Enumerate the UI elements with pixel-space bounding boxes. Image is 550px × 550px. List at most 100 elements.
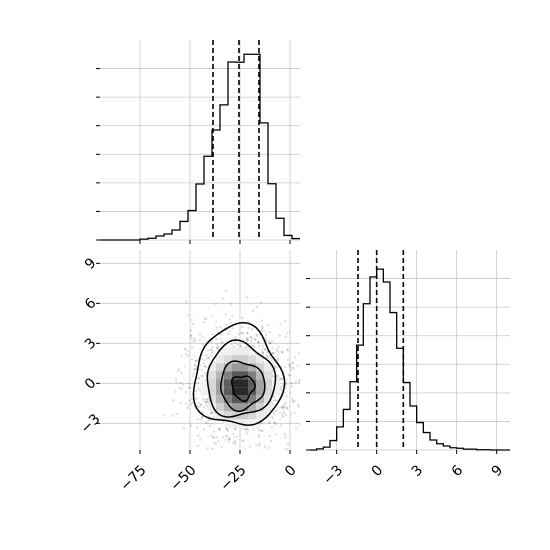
scatter-point [250, 328, 253, 331]
scatter-point [278, 377, 281, 380]
density-cell [248, 395, 256, 404]
scatter-point [187, 354, 190, 357]
scatter-point [209, 456, 211, 458]
scatter-point [207, 356, 210, 359]
scatter-point [195, 359, 198, 362]
density-cell [216, 371, 224, 380]
quantile-lines [212, 40, 260, 240]
scatter-point [256, 449, 259, 450]
scatter-point [211, 350, 214, 354]
y-tick-label: 0 [82, 375, 100, 393]
density-cell [224, 419, 232, 428]
scatter-point [290, 412, 293, 415]
scatter-point [233, 427, 236, 430]
scatter-point [291, 397, 294, 400]
scatter-point [209, 411, 213, 414]
density-cell [224, 347, 232, 356]
scatter-point [258, 345, 261, 348]
scatter-point [268, 341, 271, 345]
scatter-point [308, 379, 310, 381]
scatter-point [212, 411, 215, 414]
scatter-point [204, 400, 207, 403]
density-cell [216, 363, 224, 372]
scatter-point [200, 416, 204, 419]
scatter-point [210, 346, 214, 349]
scatter-point [215, 347, 219, 350]
scatter-point [275, 433, 278, 436]
scatter-point [233, 435, 236, 439]
scatter-point [205, 456, 207, 458]
scatter-point [281, 351, 284, 354]
scatter-point [270, 425, 273, 429]
scatter-point [249, 335, 252, 339]
scatter-point [286, 406, 289, 409]
scatter-point [271, 417, 274, 420]
scatter-point [257, 436, 261, 439]
scatter-point [257, 340, 260, 343]
scatter-point [268, 434, 271, 438]
scatter-point [174, 378, 178, 381]
density-cell [256, 355, 264, 364]
scatter-point [259, 429, 263, 433]
density-cell [224, 411, 232, 420]
scatter-point [240, 427, 243, 430]
scatter-point [289, 330, 292, 333]
scatter-point [203, 358, 206, 362]
density-cell [248, 363, 256, 372]
scatter-point [255, 333, 258, 336]
scatter-point [225, 427, 228, 430]
density-cell [248, 411, 256, 420]
scatter-point [236, 435, 239, 438]
contour-lines [192, 321, 286, 426]
scatter-point [178, 368, 181, 371]
scatter-point [279, 386, 283, 389]
scatter-point [244, 428, 247, 431]
scatter-point [256, 340, 260, 344]
scatter-point [256, 426, 259, 429]
scatter-point [299, 424, 300, 427]
scatter-point [205, 357, 209, 360]
scatter-point [211, 436, 214, 439]
scatter-point [229, 330, 232, 333]
scatter-point [187, 405, 190, 408]
scatter-point [210, 348, 213, 352]
scatter-point [216, 346, 219, 349]
scatter-point [246, 339, 249, 342]
scatter-point [257, 434, 260, 437]
scatter-point [210, 422, 213, 425]
scatter-point [248, 445, 251, 448]
scatter-point [224, 434, 227, 438]
scatter-point [290, 361, 293, 365]
scatter-point [250, 340, 253, 343]
scatter-point [211, 315, 214, 318]
scatter-point [208, 419, 212, 422]
scatter-point [274, 399, 277, 402]
scatter-point [268, 341, 271, 345]
scatter-point [198, 405, 201, 408]
scatter-point [281, 384, 284, 387]
scatter-point [281, 415, 284, 418]
scatter-point [228, 438, 231, 441]
scatter-point [197, 381, 200, 384]
scatter-point [297, 379, 300, 382]
scatter-point [203, 320, 206, 324]
scatter-point [246, 336, 249, 339]
scatter-point [203, 428, 206, 431]
scatter-point [304, 396, 306, 398]
scatter-point [234, 428, 237, 432]
scatter-point [279, 424, 282, 427]
scatter-point [182, 427, 186, 430]
scatter-point [261, 351, 265, 354]
scatter-point [194, 359, 198, 363]
scatter-point [175, 381, 178, 384]
scatter-point [241, 331, 245, 334]
density-cell [272, 387, 280, 396]
scatter-point [190, 337, 193, 340]
scatter-point [185, 300, 188, 303]
scatter-point [220, 333, 224, 336]
density-cell [264, 387, 272, 396]
scatter-point [206, 448, 209, 450]
scatter-point [227, 437, 231, 440]
scatter-point [221, 451, 223, 453]
scatter-point [277, 346, 280, 349]
